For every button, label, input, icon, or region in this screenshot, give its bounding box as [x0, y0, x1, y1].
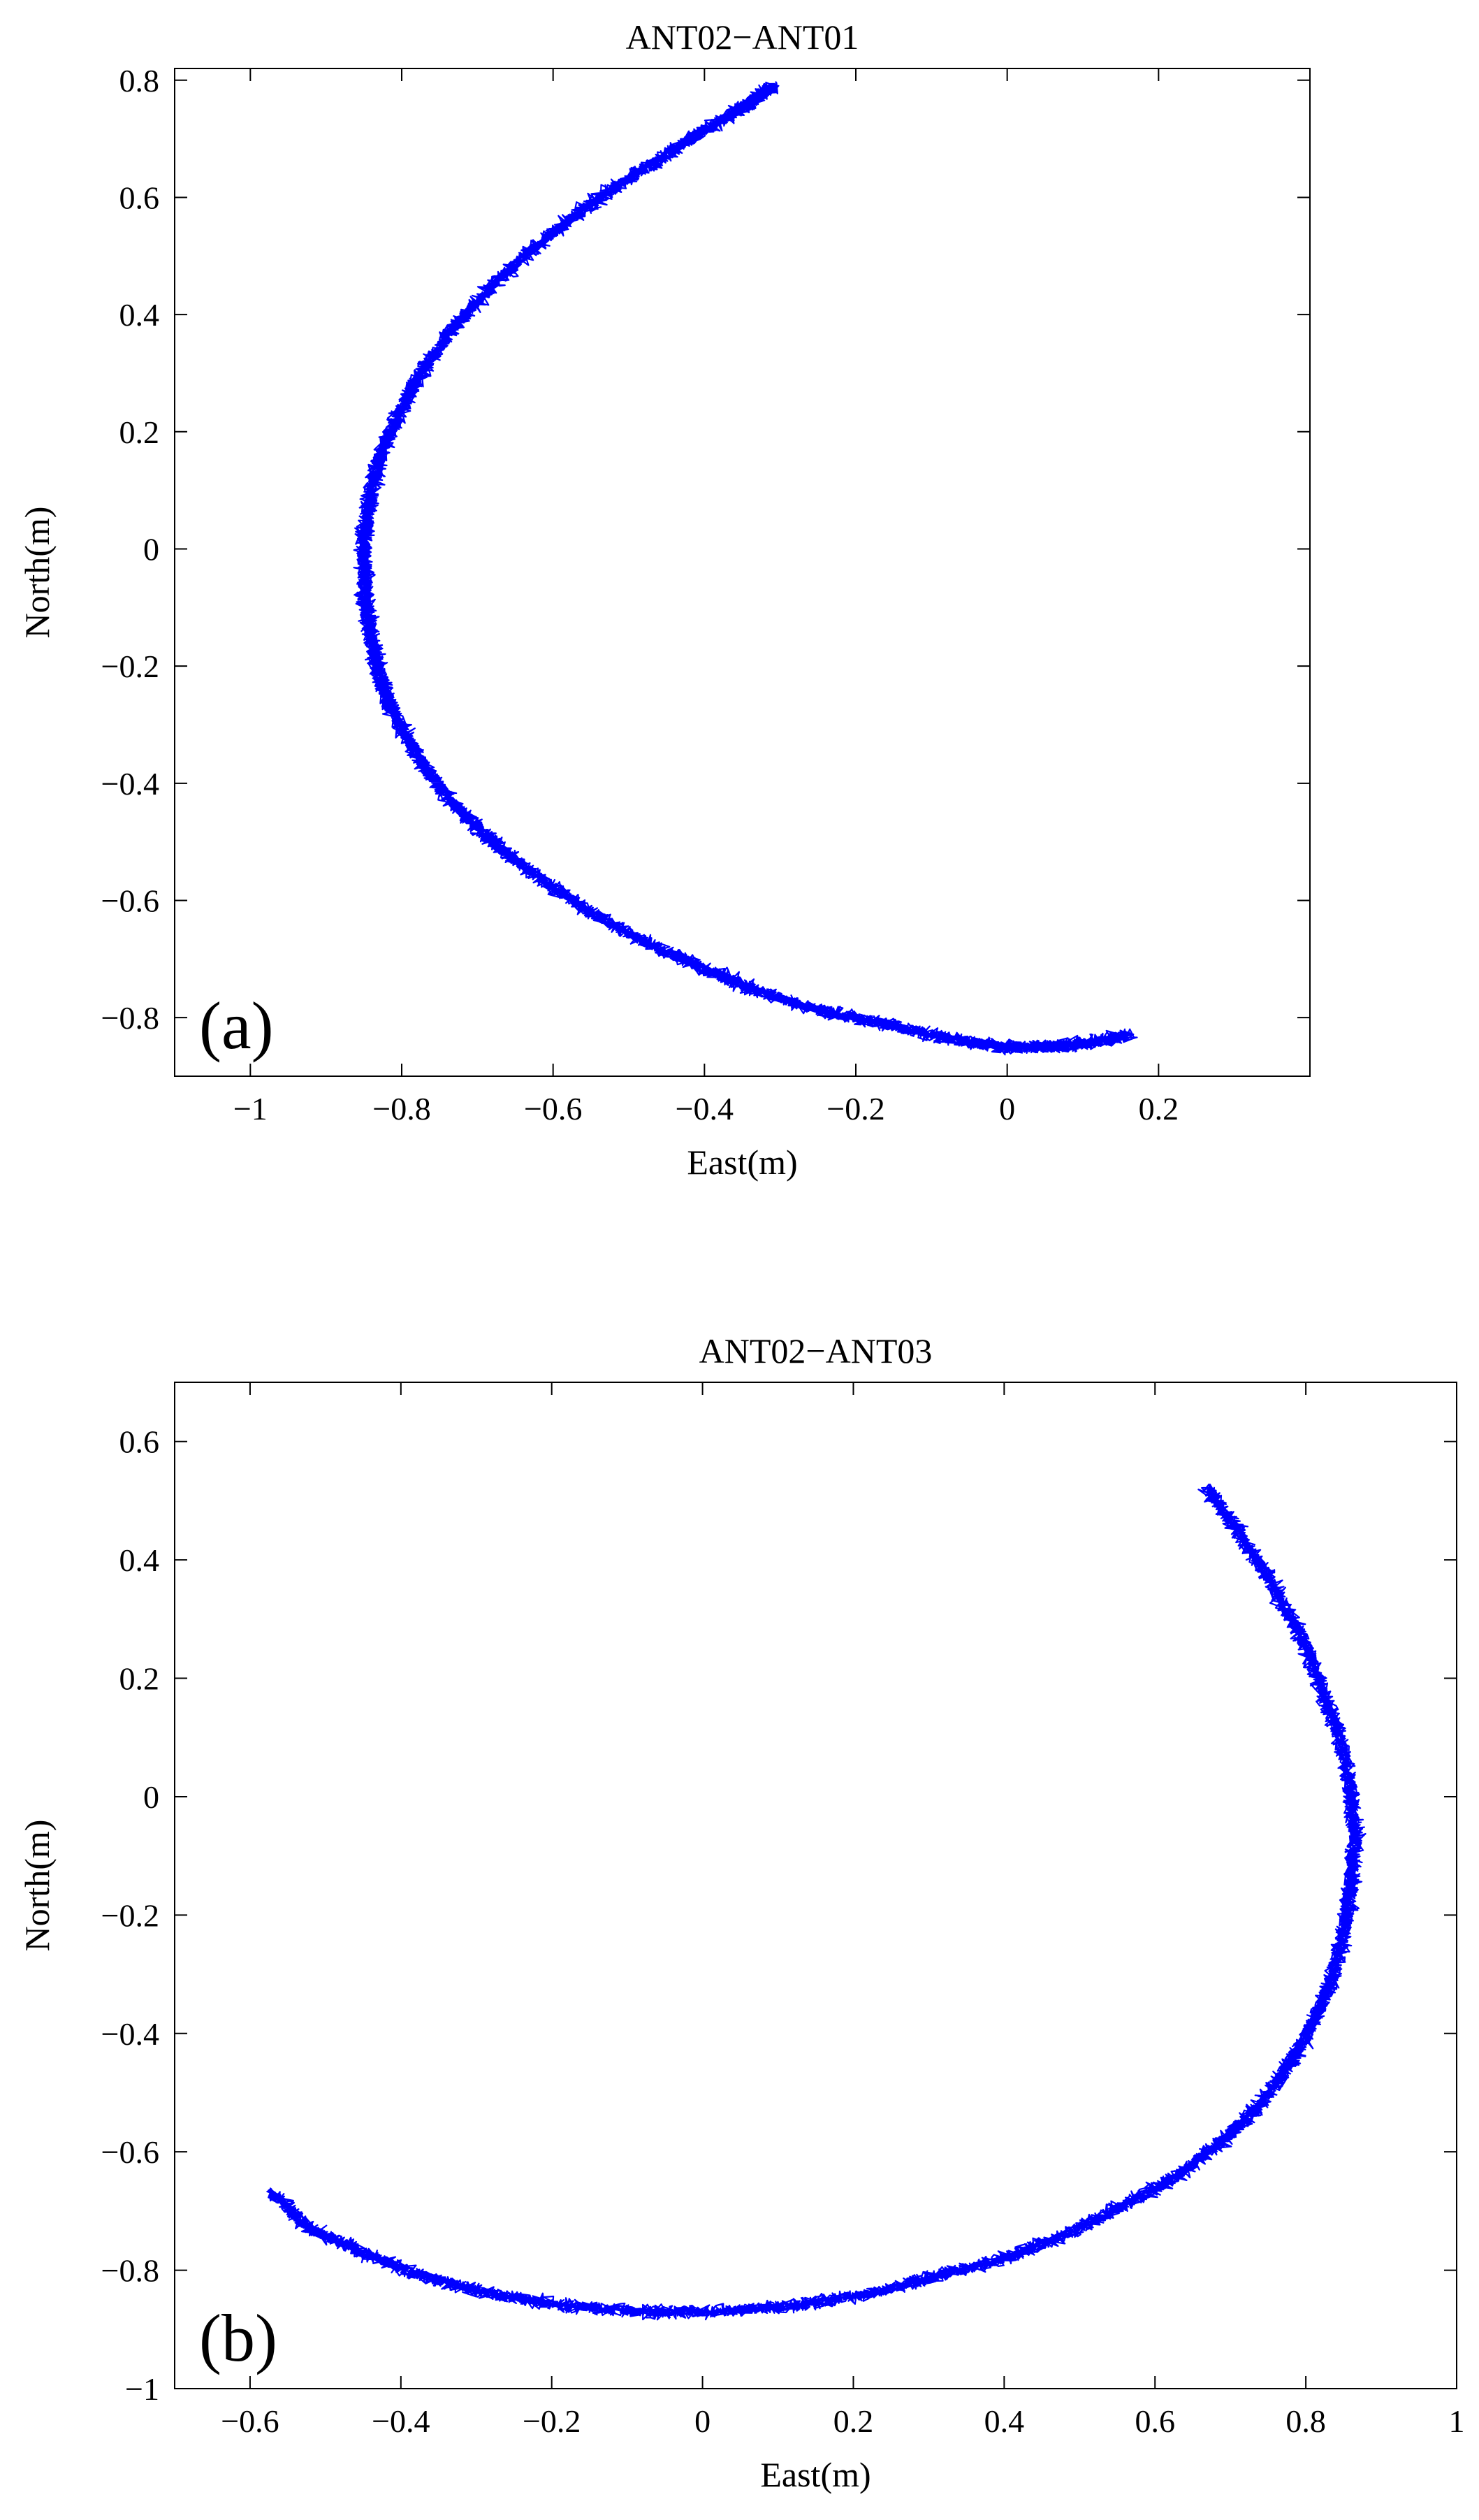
panel-label: (a): [199, 988, 274, 1063]
x-tick-label: −0.6: [221, 2403, 279, 2439]
y-tick-label: 0.2: [119, 1661, 160, 1697]
axes-box: [174, 1382, 1457, 2389]
axes-box: [174, 68, 1311, 1077]
y-tick-label: 0.6: [119, 180, 160, 215]
x-tick-label: 0.6: [1135, 2403, 1175, 2439]
y-tick-label: 0.4: [119, 297, 160, 333]
x-tick-label: 0: [694, 2403, 711, 2439]
y-tick-label: −0.6: [101, 2134, 159, 2170]
y-tick-label: −0.8: [101, 1000, 159, 1036]
trajectory-line: [266, 1483, 1367, 2321]
x-tick-label: 0.4: [984, 2403, 1025, 2439]
x-tick-label: −0.8: [372, 1091, 430, 1127]
x-tick-label: 0: [999, 1091, 1015, 1127]
x-tick-label: 0.2: [1139, 1091, 1179, 1127]
x-tick-label: −0.4: [372, 2403, 430, 2439]
y-tick-label: −0.4: [101, 2016, 159, 2052]
y-tick-label: −0.4: [101, 766, 159, 802]
x-axis-label: East(m): [687, 1143, 797, 1182]
chart-ant02-ant01: ANT02−ANT01 −1 −0.8 −0.6 −0.4 −0.2 0 0.2 −0.8 −0.…: [17, 17, 1311, 1182]
x-tick-label: −0.2: [826, 1091, 884, 1127]
chart-ant02-ant03: ANT02−ANT03 −0.6 −0.4 −0.2 0 0.2 0.4 0.6 0.8 1 −1 −…: [17, 1331, 1465, 2494]
y-tick-label: −0.2: [101, 649, 159, 684]
x-tick-label: −0.4: [676, 1091, 734, 1127]
y-tick-label: −0.6: [101, 883, 159, 918]
x-tick-label: 1: [1449, 2403, 1465, 2439]
y-tick-label: 0: [143, 531, 159, 567]
x-tick-label: 0.8: [1285, 2403, 1326, 2439]
y-tick-label: 0.4: [119, 1542, 160, 1578]
y-tick-label: −0.2: [101, 1897, 159, 1933]
chart-title: ANT02−ANT03: [699, 1331, 933, 1370]
y-tick-label: −0.8: [101, 2253, 159, 2289]
y-axis-label: North(m): [17, 507, 57, 639]
y-tick-label: 0.2: [119, 414, 160, 450]
y-axis-label: North(m): [17, 1820, 57, 1952]
y-tick-label: −1: [125, 2371, 159, 2407]
x-axis-label: East(m): [760, 2455, 870, 2494]
y-tick-label: 0.6: [119, 1424, 160, 1460]
x-tick-label: 0.2: [833, 2403, 874, 2439]
x-tick-label: −0.2: [523, 2403, 581, 2439]
y-tick-label: 0: [143, 1779, 159, 1815]
x-tick-label: −1: [233, 1091, 268, 1127]
chart-title: ANT02−ANT01: [626, 17, 859, 57]
y-tick-label: 0.8: [119, 63, 160, 99]
x-tick-label: −0.6: [524, 1091, 582, 1127]
panel-label: (b): [199, 2301, 277, 2375]
trajectory-line: [353, 81, 1138, 1056]
